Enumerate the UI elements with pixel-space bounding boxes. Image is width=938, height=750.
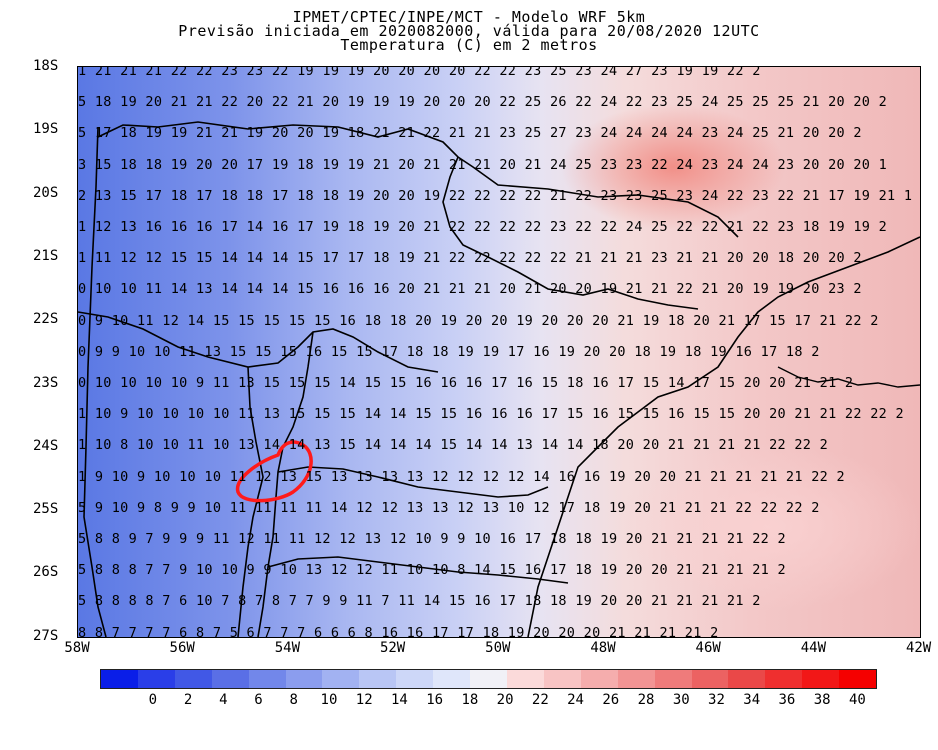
colorbar-swatch [580, 670, 618, 688]
colorbar-tick-label: 2 [183, 692, 193, 708]
latitude-label: 24S [33, 437, 59, 454]
colorbar-swatch [101, 670, 138, 688]
coastline [527, 236, 920, 637]
temperature-row: 1 11 12 12 15 15 14 14 14 15 17 17 18 19… [78, 250, 862, 267]
temperature-row: 0 10 10 11 14 13 14 14 14 15 16 16 16 20… [78, 281, 862, 298]
longitude-label: 56W [169, 640, 195, 656]
temperature-row: 1 10 9 10 10 10 10 11 13 15 15 15 14 14 … [78, 406, 904, 423]
map-title-line-3: Temperatura (C) em 2 metros [340, 36, 598, 54]
temperature-row: 5 8 8 8 7 7 9 10 10 9 9 10 13 12 12 11 1… [78, 562, 786, 579]
colorbar-swatch [285, 670, 323, 688]
state-boundary [97, 121, 739, 238]
colorbar-tick-label: 14 [390, 692, 408, 708]
colorbar-swatch [322, 670, 360, 688]
colorbar-swatch [654, 670, 692, 688]
temperature-row: 1 21 21 21 22 22 23 23 22 19 19 19 20 20… [78, 66, 761, 79]
colorbar-tick-label: 32 [708, 692, 725, 708]
colorbar-tick-label: 12 [355, 692, 373, 708]
colorbar-tick-label: 6 [254, 692, 263, 708]
colorbar-swatch [617, 670, 655, 688]
longitude-label: 52W [379, 640, 406, 656]
colorbar-swatch [543, 670, 581, 688]
country-boundary [83, 126, 107, 637]
temperature-row: 2 13 15 17 18 17 18 18 17 18 18 19 20 20… [78, 187, 913, 204]
latitude-label: 26S [33, 564, 59, 581]
latitude-label: 19S [33, 121, 59, 138]
colorbar-tick-label: 0 [148, 692, 158, 708]
map-boundaries [78, 121, 920, 637]
colorbar-swatch [396, 670, 434, 688]
colorbar-tick-label: 34 [743, 692, 761, 708]
colorbar-tick-label: 18 [461, 692, 479, 708]
colorbar [100, 669, 877, 689]
colorbar-tick-label: 16 [426, 692, 444, 708]
latitude-label: 23S [33, 374, 59, 391]
longitude-label: 54W [274, 640, 301, 656]
temperature-row: 5 8 8 8 8 7 6 10 7 8 7 8 7 7 9 9 11 7 11… [78, 593, 761, 610]
colorbar-swatch [174, 670, 212, 688]
longitude-label: 58W [64, 640, 90, 656]
latitude-label: 25S [33, 501, 59, 518]
state-boundary [277, 466, 549, 498]
temperature-row: 1 9 10 9 10 10 10 11 12 13 15 13 13 13 1… [78, 468, 845, 485]
state-boundary [78, 311, 439, 373]
temperature-row: 1 10 8 10 10 11 10 13 14 14 13 15 14 14 … [78, 437, 829, 454]
colorbar-tick-label: 38 [813, 692, 831, 708]
temperature-row: 5 8 8 9 7 9 9 9 11 12 11 11 12 12 13 12 … [78, 531, 786, 547]
temperature-row: 0 9 10 11 12 14 15 15 15 15 15 16 18 18 … [78, 312, 879, 329]
colorbar-swatch [765, 670, 803, 688]
latitude-label: 27S [33, 627, 59, 644]
longitude-label: 50W [485, 640, 511, 656]
colorbar-tick-label: 10 [320, 692, 338, 708]
latitude-label: 18S [33, 58, 59, 74]
colorbar-tick-label: 20 [496, 692, 514, 708]
colorbar-tick-label: 26 [602, 692, 620, 708]
colorbar-tick-label: 40 [848, 692, 866, 708]
temperature-row: 0 10 10 10 10 9 11 13 15 15 15 14 15 15 … [78, 375, 854, 391]
colorbar-swatch [137, 670, 175, 688]
temperature-row: 5 9 10 9 8 9 9 10 11 11 11 11 14 12 12 1… [78, 499, 820, 516]
colorbar-swatch [839, 670, 877, 688]
colorbar-swatch [359, 670, 397, 688]
colorbar-tick-label: 24 [567, 692, 584, 708]
temperature-row: 5 18 19 20 21 21 22 20 22 21 20 19 19 19… [78, 94, 888, 111]
longitude-label: 46W [695, 640, 721, 656]
map-title-line-2: Previsão iniciada em 2020082000, válida … [178, 22, 760, 40]
temperature-map: 1 21 21 21 22 22 23 23 22 19 19 19 20 20… [77, 66, 921, 638]
latitude-label: 20S [33, 184, 59, 201]
colorbar-swatch [506, 670, 544, 688]
colorbar-tick-label: 36 [778, 692, 796, 708]
longitude-label: 48W [590, 640, 616, 656]
coastline [777, 366, 920, 388]
state-boundary [267, 556, 569, 584]
colorbar-swatch [248, 670, 286, 688]
country-boundary [237, 366, 264, 637]
temperature-row: 5 17 18 19 19 21 21 19 20 20 19 18 21 21… [78, 125, 862, 142]
colorbar-tick-label: 22 [531, 692, 549, 708]
colorbar-swatch [211, 670, 249, 688]
colorbar-labels: 0 2 4 6 8 10 12 14 16 18 20 22 24 26 28 30 32 34 36 38 40 [100, 692, 875, 708]
temperature-row: 8 8 7 7 7 7 6 8 7 5 6 7 7 7 6 6 6 8 16 1… [78, 624, 719, 638]
latitude-label: 22S [33, 311, 59, 328]
colorbar-swatch [691, 670, 729, 688]
highlight-circle [235, 440, 313, 503]
map-title-line-1: IPMET/CPTEC/INPE/MCT - Modelo WRF 5km [292, 8, 646, 26]
colorbar-swatch [470, 670, 507, 688]
temperature-row: 1 12 13 16 16 16 17 14 16 17 19 18 19 20… [78, 219, 888, 235]
colorbar-tick-label: 28 [637, 692, 655, 708]
colorbar-tick-label: 30 [672, 692, 690, 708]
state-boundary [442, 156, 699, 310]
temperature-row: 3 15 18 18 19 20 20 17 19 18 19 19 21 20… [78, 156, 888, 173]
colorbar-swatch [728, 670, 766, 688]
colorbar-tick-label: 8 [289, 692, 298, 708]
colorbar-swatch [433, 670, 471, 688]
colorbar-swatch [802, 670, 840, 688]
colorbar-tick-label: 4 [219, 692, 228, 708]
longitude-label: 42W [905, 640, 932, 656]
latitude-label: 21S [33, 247, 59, 264]
longitude-label: 44W [800, 640, 827, 656]
temperature-row: 0 9 9 10 10 11 13 15 15 15 16 15 15 17 1… [78, 343, 820, 360]
